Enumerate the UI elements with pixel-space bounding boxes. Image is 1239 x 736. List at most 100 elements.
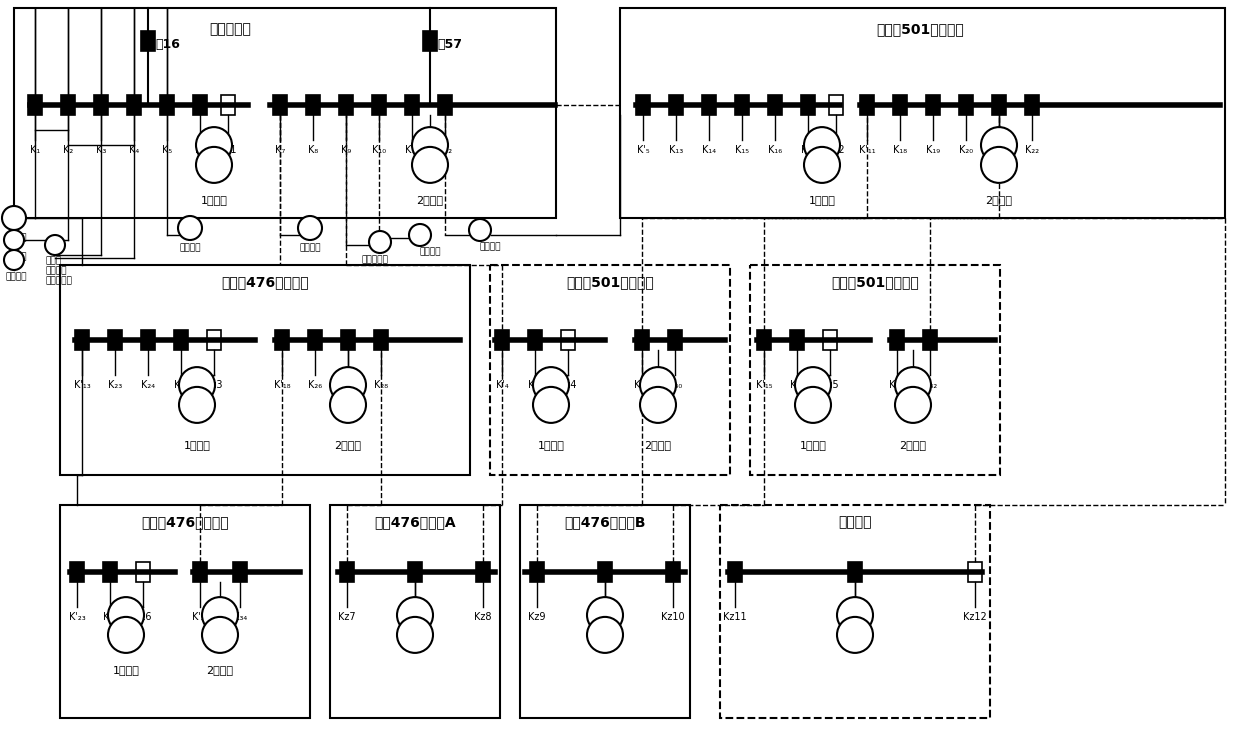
Circle shape xyxy=(470,219,491,241)
Text: K₁: K₁ xyxy=(30,145,40,155)
Text: K₁₁: K₁₁ xyxy=(405,145,419,155)
Bar xyxy=(669,95,683,115)
Text: Kz3: Kz3 xyxy=(206,380,223,390)
Bar xyxy=(1025,95,1040,115)
Circle shape xyxy=(981,147,1017,183)
Bar xyxy=(729,562,742,582)
Bar xyxy=(790,330,804,350)
Bar xyxy=(968,562,983,582)
Bar xyxy=(768,95,782,115)
Bar xyxy=(76,330,89,350)
Bar xyxy=(108,330,121,350)
Text: 1号站变: 1号站变 xyxy=(201,195,228,205)
Text: K₁₆: K₁₆ xyxy=(768,145,782,155)
Bar xyxy=(561,330,575,350)
Bar xyxy=(829,95,843,115)
Text: 联谊路501弄二号站: 联谊路501弄二号站 xyxy=(831,275,919,289)
Text: K₂₃: K₂₃ xyxy=(108,380,123,390)
Bar xyxy=(275,330,289,350)
Circle shape xyxy=(4,230,24,250)
Text: K₈: K₈ xyxy=(307,145,318,155)
Text: Kz9: Kz9 xyxy=(528,612,545,622)
Circle shape xyxy=(587,617,623,653)
Bar xyxy=(520,505,690,718)
Text: K₂₄: K₂₄ xyxy=(141,380,155,390)
Text: Kz12: Kz12 xyxy=(963,612,987,622)
Text: 联谊开关站: 联谊开关站 xyxy=(209,22,252,36)
Bar xyxy=(306,95,320,115)
Text: K₅: K₅ xyxy=(162,145,172,155)
Bar xyxy=(992,95,1006,115)
Text: Kz2: Kz2 xyxy=(828,145,845,155)
Text: Kz5: Kz5 xyxy=(821,380,839,390)
Bar xyxy=(496,330,509,350)
Bar xyxy=(800,95,815,115)
Bar xyxy=(233,562,247,582)
Bar xyxy=(341,330,356,350)
Text: 1号配变: 1号配变 xyxy=(183,440,211,450)
Text: K₃₁: K₃₁ xyxy=(790,380,804,390)
Bar xyxy=(372,95,387,115)
Bar xyxy=(103,562,116,582)
Text: 智慧湾甲: 智慧湾甲 xyxy=(5,252,26,261)
Circle shape xyxy=(838,617,873,653)
Text: K₃: K₃ xyxy=(95,145,107,155)
Circle shape xyxy=(838,597,873,633)
Circle shape xyxy=(202,597,238,633)
Text: K₃₂: K₃₂ xyxy=(923,380,937,390)
Text: 财联云: 财联云 xyxy=(46,256,62,265)
Circle shape xyxy=(795,387,831,423)
Text: K₁₅: K₁₅ xyxy=(735,145,750,155)
Text: 共16: 共16 xyxy=(155,38,180,52)
Text: K'₂₃: K'₂₃ xyxy=(68,612,85,622)
Circle shape xyxy=(804,127,840,163)
Text: K₁₇: K₁₇ xyxy=(800,145,815,155)
Bar xyxy=(528,330,541,350)
Text: Kz6: Kz6 xyxy=(134,612,151,622)
Text: K'₁₅: K'₁₅ xyxy=(756,380,772,390)
Bar xyxy=(735,95,750,115)
Circle shape xyxy=(641,367,676,403)
Text: 1号配变: 1号配变 xyxy=(799,440,826,450)
Bar xyxy=(757,330,771,350)
Circle shape xyxy=(178,367,216,403)
Circle shape xyxy=(202,617,238,653)
Bar xyxy=(405,95,419,115)
Text: K₉: K₉ xyxy=(341,145,351,155)
Text: K'₅: K'₅ xyxy=(637,145,649,155)
Bar xyxy=(207,330,221,350)
Text: K₂₁: K₂₁ xyxy=(992,145,1006,155)
Circle shape xyxy=(795,367,831,403)
Text: K₄: K₄ xyxy=(129,145,139,155)
Text: K₃₅: K₃₅ xyxy=(408,612,422,622)
Bar xyxy=(94,95,108,115)
Circle shape xyxy=(396,597,432,633)
Circle shape xyxy=(45,235,64,255)
Bar xyxy=(59,505,310,718)
Bar xyxy=(823,330,838,350)
Text: 金杨贸易: 金杨贸易 xyxy=(479,242,501,251)
Bar xyxy=(703,95,716,115)
Text: 共富476弄箱变B: 共富476弄箱变B xyxy=(564,515,646,529)
Bar xyxy=(374,330,388,350)
Circle shape xyxy=(330,367,366,403)
Circle shape xyxy=(178,216,202,240)
Bar xyxy=(959,95,973,115)
Text: 北京泰德甲: 北京泰德甲 xyxy=(46,276,73,285)
Bar xyxy=(173,330,188,350)
Text: K₂₉: K₂₉ xyxy=(528,380,543,390)
Text: 城建拼和: 城建拼和 xyxy=(5,233,26,242)
Circle shape xyxy=(533,387,569,423)
Circle shape xyxy=(533,367,569,403)
Circle shape xyxy=(196,127,232,163)
Text: K₁₄: K₁₄ xyxy=(703,145,716,155)
Bar xyxy=(720,505,990,718)
Text: 三毛网购: 三毛网购 xyxy=(5,272,26,281)
Circle shape xyxy=(2,206,26,230)
Text: Kz8: Kz8 xyxy=(475,612,492,622)
Text: K'₁₁: K'₁₁ xyxy=(859,145,875,155)
Text: K'₁₃: K'₁₃ xyxy=(73,380,90,390)
Bar xyxy=(598,562,612,582)
Text: 联谊路501弄一号站: 联谊路501弄一号站 xyxy=(876,22,964,36)
Text: 1号配变: 1号配变 xyxy=(113,665,140,675)
